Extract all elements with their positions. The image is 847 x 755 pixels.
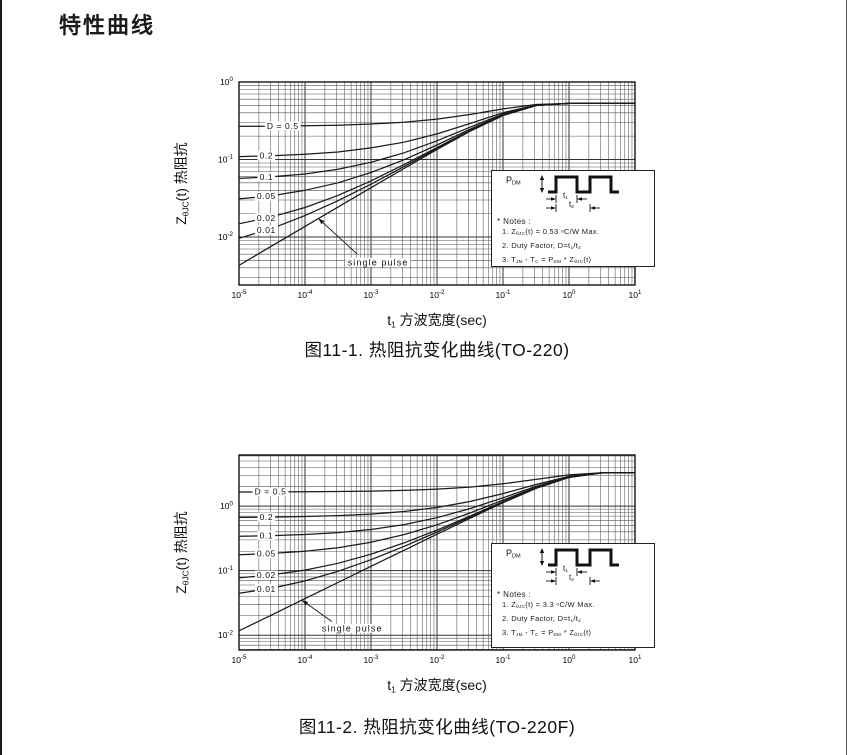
curve-label: 0.02 [257,213,276,223]
notes-line: 2. Duty Factor, D=t1/t2 [502,241,581,251]
annotation-arrow [318,218,358,255]
x-tick-label: 10-4 [298,654,314,665]
curve-single-pulse [238,472,636,632]
x-tick-label: 10-5 [232,289,248,300]
page-title: 特性曲线 [59,13,156,39]
x-tick-label: 10-3 [364,654,380,665]
y-axis-title: ZθJC(t) 热阻抗 [173,511,191,594]
x-axis-title: t1 方波宽度(sec) [387,677,487,695]
curve-label: 0.2 [260,151,274,161]
annotation-single-pulse: single pulse [322,623,383,633]
notes-title: * Notes : [497,217,532,226]
annotation-arrowhead [301,600,309,606]
curve-label: 0.1 [260,531,274,541]
curve-D-=-0.5 [238,472,636,493]
curve-label: 0.2 [260,512,274,522]
x-tick-label: 10-2 [430,654,446,665]
x-tick-label: 10-3 [364,289,380,300]
notes-line: 3. TJM - TC = PDM * ZθJC(t) [502,628,592,638]
pdm-waveform: PDM t1 t2 [492,171,654,215]
curve-label: 0.05 [257,548,276,558]
thermal-impedance-chart-to220f: 10-5 10-4 10-3 10-2 10-1 100 101 100 10-1 10-2 D =… [173,454,642,695]
x-tick-label: 10-2 [430,289,446,300]
x-tick-label: 10-1 [496,289,512,300]
x-tick-label: 10-5 [232,654,248,665]
y-axis-title: ZθJC(t) 热阻抗 [173,142,191,225]
curve-label: 0.02 [257,570,276,580]
notes-line: 1. ZθJC(t) = 0.53 oC/W Max. [502,227,600,237]
notes-box-to220: PDM t1 t2 * Notes : 1. ZθJC(t) = 0.53 oC… [491,170,655,267]
notes-line: 3. TJM - TC = PDM * ZθJC(t) [502,255,592,265]
curve-label: 0.01 [257,225,276,235]
t2-label: t2 [568,573,575,586]
figure-caption-2: 图11-2. 热阻抗变化曲线(TO-220F) [298,717,576,737]
pulse-waveform-icon [539,548,619,585]
x-tick-label: 10-4 [298,289,314,300]
notes-line: 2. Duty Factor, D=t1/t2 [502,614,581,624]
thermal-impedance-chart-to220: 10-5 10-4 10-3 10-2 10-1 100 101 100 10-1 10-2 D =… [173,76,642,330]
curve-single-pulse [238,102,635,266]
annotation-single-pulse: single pulse [348,257,409,267]
y-tick-label: 100 [220,76,233,87]
curve-label: 0.05 [257,191,276,201]
t1-label: t1 [562,564,569,577]
x-axis-title: t1 方波宽度(sec) [387,312,487,330]
x-tick-label: 100 [563,654,576,665]
y-tick-label: 10-2 [218,231,234,242]
pdm-label: PDM [506,175,521,187]
notes-box-to220f: PDM t1 t2 * Notes : 1. ZθJC(t) = 3.3 oC/… [491,543,655,648]
t1-label: t1 [562,191,569,204]
x-tick-label: 101 [629,654,642,665]
pdm-label: PDM [506,548,521,560]
curve-label: 0.1 [260,172,274,182]
x-tick-label: 101 [629,289,642,300]
y-tick-label: 10-1 [218,154,234,165]
y-tick-label: 10-1 [218,565,234,576]
curve-label: D = 0.5 [255,487,287,497]
x-tick-label: 100 [563,289,576,300]
pulse-waveform-icon [539,175,619,212]
t2-label: t2 [568,200,575,213]
annotation-arrowhead [318,218,325,225]
pdm-waveform: PDM t1 t2 [492,544,654,588]
annotation-arrow [301,599,333,622]
y-tick-label: 100 [220,500,233,511]
curve-label: D = 0.5 [267,121,299,131]
x-tick-label: 10-1 [496,654,512,665]
y-tick-label: 10-2 [218,629,234,640]
curve-label: 0.01 [257,584,276,594]
notes-line: 1. ZθJC(t) = 3.3 oC/W Max. [502,600,595,610]
notes-title: * Notes : [497,590,532,599]
figure-caption-1: 图11-1. 热阻抗变化曲线(TO-220) [304,340,570,360]
